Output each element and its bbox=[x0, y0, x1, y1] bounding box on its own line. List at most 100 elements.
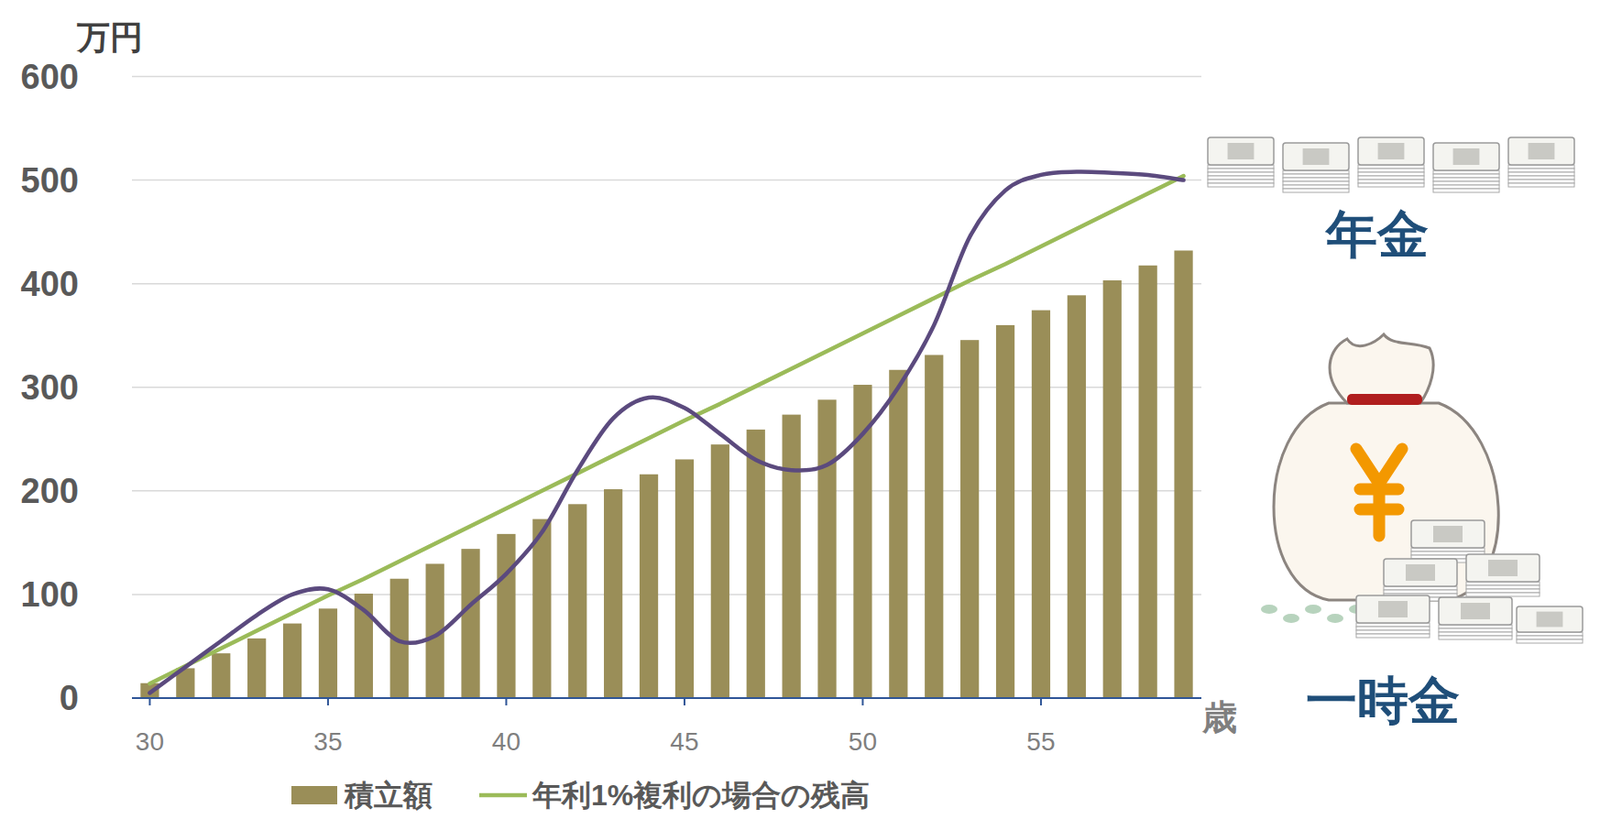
banknote bbox=[1516, 606, 1583, 633]
x-tick bbox=[504, 698, 507, 706]
money-bag bbox=[1273, 403, 1499, 601]
note-edge bbox=[1466, 589, 1540, 593]
annotation: 一時金 bbox=[1305, 671, 1460, 730]
banknote-mark bbox=[1460, 602, 1491, 620]
bar bbox=[247, 638, 266, 699]
x-tick bbox=[861, 698, 864, 706]
note-edge bbox=[1358, 172, 1425, 176]
bar bbox=[568, 504, 587, 699]
note-edge bbox=[1207, 183, 1274, 187]
note-edge bbox=[1282, 185, 1349, 189]
banknote bbox=[1207, 137, 1274, 165]
note-edge bbox=[1438, 635, 1513, 640]
line bbox=[149, 171, 1184, 693]
x-tick-label: 45 bbox=[669, 727, 699, 757]
note-edge bbox=[1508, 179, 1575, 184]
note-edge bbox=[1207, 175, 1274, 180]
banknote-mark bbox=[1528, 142, 1556, 160]
banknote-mark bbox=[1405, 564, 1436, 581]
bar bbox=[675, 459, 694, 699]
bar bbox=[888, 370, 908, 699]
bar bbox=[496, 534, 516, 699]
note-edge bbox=[1438, 632, 1513, 636]
note-edge bbox=[1508, 168, 1575, 173]
note-edge bbox=[1282, 188, 1349, 193]
y-tick-label: 100 bbox=[21, 575, 79, 614]
banknote-mark bbox=[1378, 142, 1405, 160]
legend-swatch bbox=[479, 793, 527, 799]
bar bbox=[318, 608, 338, 699]
y-tick-label: 600 bbox=[21, 57, 79, 97]
plot-area bbox=[140, 171, 1193, 699]
bar bbox=[1173, 250, 1193, 699]
bar bbox=[782, 415, 801, 699]
money-bag-top bbox=[1329, 334, 1434, 404]
note-edge bbox=[1282, 177, 1349, 182]
bar bbox=[1067, 295, 1086, 699]
note-edge bbox=[1508, 172, 1575, 176]
note-edge bbox=[1358, 168, 1425, 173]
x-tick bbox=[148, 698, 151, 706]
x-tick-label: 50 bbox=[848, 727, 877, 757]
banknote bbox=[1358, 137, 1425, 165]
annotation: 年金 bbox=[1324, 205, 1429, 264]
coin bbox=[1326, 613, 1344, 624]
banknote bbox=[1466, 554, 1540, 582]
x-tick bbox=[327, 698, 329, 706]
note-edge bbox=[1466, 592, 1540, 597]
bar bbox=[532, 519, 551, 699]
note-edge bbox=[1508, 175, 1575, 180]
note-edge bbox=[1433, 174, 1500, 178]
line bbox=[149, 175, 1184, 684]
legend-label: 積立額 bbox=[343, 778, 433, 812]
note-edge bbox=[1438, 628, 1513, 633]
note-edge bbox=[1466, 585, 1540, 590]
note-edge bbox=[1516, 635, 1583, 640]
note-edge bbox=[1356, 626, 1430, 631]
banknote bbox=[1508, 137, 1575, 165]
banknote bbox=[1411, 520, 1485, 548]
grid-line bbox=[131, 76, 1202, 78]
banknote bbox=[1383, 558, 1458, 587]
note-edge bbox=[1383, 590, 1458, 594]
banknote bbox=[1433, 142, 1500, 171]
bar bbox=[1031, 310, 1051, 699]
bar bbox=[817, 399, 836, 699]
note-edge bbox=[1508, 183, 1575, 187]
bar bbox=[746, 429, 766, 699]
banknote-mark bbox=[1227, 142, 1255, 160]
banknote-mark bbox=[1433, 526, 1463, 543]
bar bbox=[1103, 280, 1122, 699]
grid-line bbox=[131, 179, 1202, 182]
bar bbox=[639, 474, 658, 699]
legend-label: 年利1%複利の場合の残高 bbox=[531, 778, 870, 812]
x-tick-label: 55 bbox=[1026, 727, 1055, 757]
yen-sign bbox=[1356, 449, 1403, 537]
bar bbox=[283, 624, 302, 699]
x-tick bbox=[1040, 698, 1042, 706]
banknote-mark bbox=[1488, 559, 1518, 577]
money-bag-tie bbox=[1347, 394, 1423, 406]
legend-swatch bbox=[291, 786, 338, 805]
note-edge bbox=[1207, 179, 1274, 184]
bar bbox=[1139, 265, 1158, 699]
note-edge bbox=[1433, 188, 1500, 193]
coin bbox=[1260, 604, 1278, 614]
y-tick-label: 300 bbox=[21, 368, 79, 407]
y-tick-label: 500 bbox=[21, 161, 79, 200]
y-axis-title: 万円 bbox=[76, 18, 143, 56]
note-edge bbox=[1356, 630, 1430, 635]
x-tick-label: 35 bbox=[313, 727, 342, 757]
banknote-mark bbox=[1453, 148, 1480, 165]
bar bbox=[711, 444, 730, 699]
note-edge bbox=[1433, 185, 1500, 189]
banknote bbox=[1356, 595, 1430, 624]
money-icons bbox=[1207, 137, 1583, 644]
note-edge bbox=[1282, 174, 1349, 178]
note-edge bbox=[1358, 175, 1425, 180]
coin bbox=[1282, 613, 1300, 624]
banknote-mark bbox=[1303, 148, 1330, 165]
note-edge bbox=[1433, 181, 1500, 186]
y-tick-label: 200 bbox=[21, 471, 79, 511]
x-axis-title: 歳 bbox=[1201, 698, 1238, 737]
